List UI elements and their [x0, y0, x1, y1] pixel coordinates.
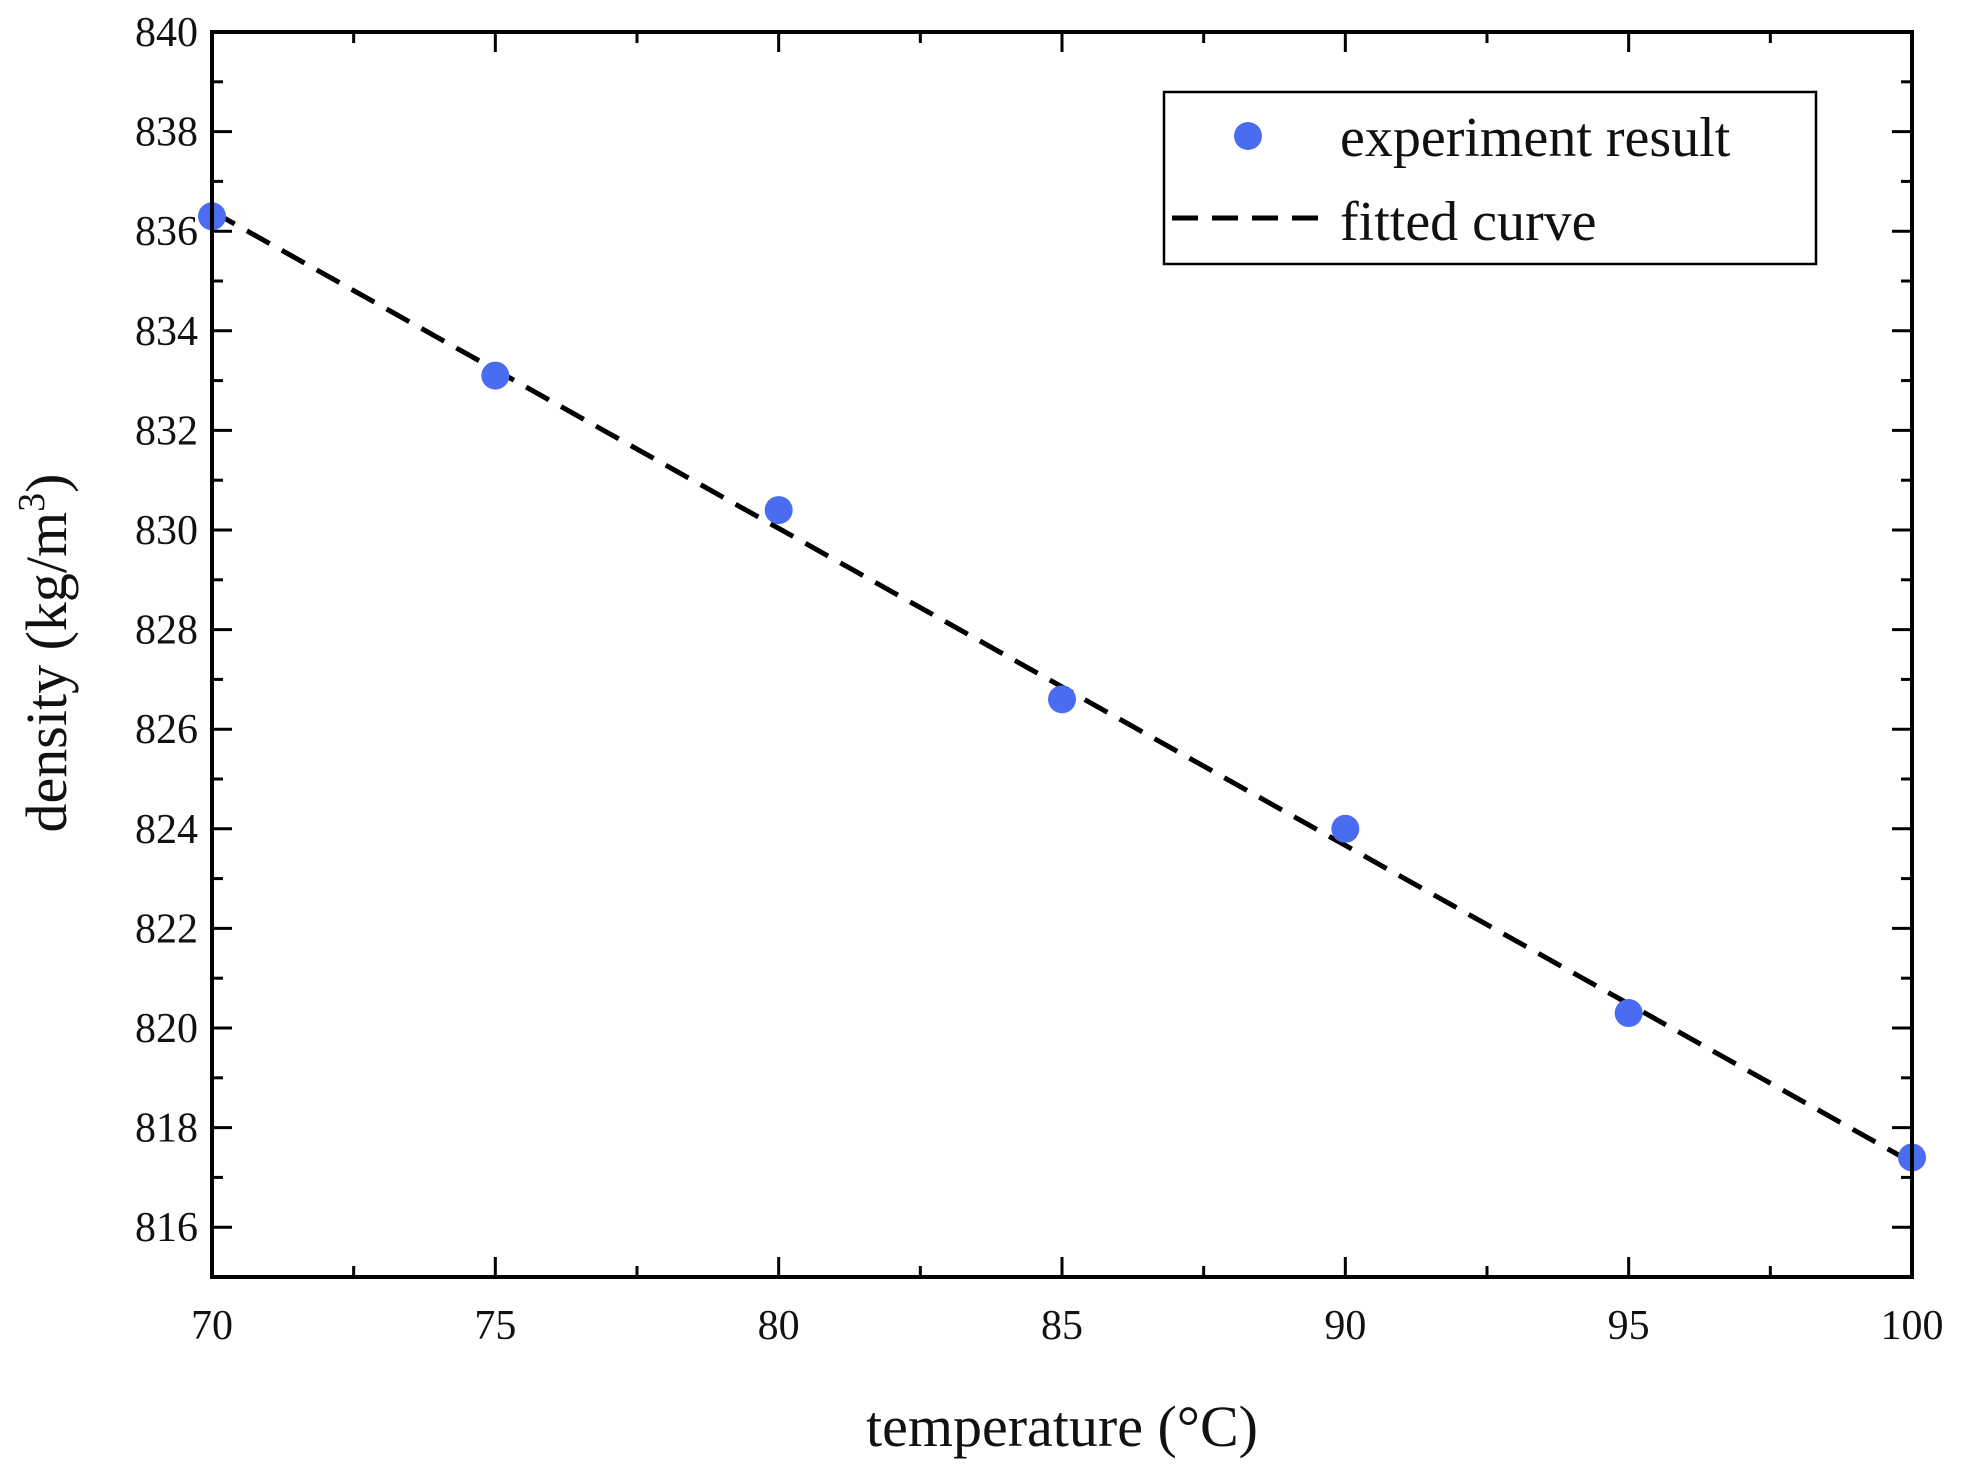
y-tick-label: 822	[135, 906, 198, 952]
legend-label-fitted-curve: fitted curve	[1340, 191, 1597, 253]
y-tick-label: 818	[135, 1106, 198, 1152]
x-axis-title: temperature (°C)	[866, 1394, 1258, 1459]
x-tick-label: 70	[191, 1303, 233, 1349]
legend-box	[1162, 90, 1818, 266]
data-point-experiment-result	[481, 361, 510, 390]
y-tick-label: 826	[135, 707, 198, 753]
data-point-experiment-result	[1331, 814, 1360, 843]
legend-marker-experiment-result	[1234, 122, 1262, 150]
y-tick-label: 824	[135, 807, 198, 853]
plot-area-frame	[210, 30, 1914, 1279]
x-tick-label: 100	[1881, 1303, 1944, 1349]
x-tick-label: 90	[1324, 1303, 1366, 1349]
y-tick-label: 832	[135, 408, 198, 454]
data-point-experiment-result	[1614, 999, 1643, 1028]
y-axis-title: density (kg/m3)	[11, 474, 79, 833]
y-tick-label: 838	[135, 110, 198, 156]
y-tick-label: 836	[135, 209, 198, 255]
legend-label-experiment-result: experiment result	[1340, 107, 1731, 169]
y-axis-title-main: density (kg/m	[14, 512, 79, 833]
x-tick-label: 95	[1608, 1303, 1650, 1349]
y-tick-label: 816	[135, 1205, 198, 1251]
y-tick-label: 834	[135, 309, 198, 355]
x-tick-label: 75	[474, 1303, 516, 1349]
y-tick-label: 828	[135, 608, 198, 654]
y-tick-label: 840	[135, 10, 198, 56]
x-tick-label: 85	[1041, 1303, 1083, 1349]
y-axis-title-close: )	[14, 474, 79, 493]
legend: experiment result fitted curve	[1162, 90, 1818, 266]
x-tick-label: 80	[758, 1303, 800, 1349]
data-point-experiment-result	[1048, 685, 1076, 714]
data-point-experiment-result	[764, 496, 793, 525]
x-tick-labels: 70 75 80 85 90 95 100	[191, 1303, 1944, 1349]
y-tick-label: 830	[135, 508, 198, 554]
y-axis-title-superscript: 3	[11, 493, 53, 512]
y-tick-labels: 816 818 820 822 824 826 828 830 832 834 836 838 840	[135, 10, 198, 1251]
y-tick-label: 820	[135, 1006, 198, 1052]
